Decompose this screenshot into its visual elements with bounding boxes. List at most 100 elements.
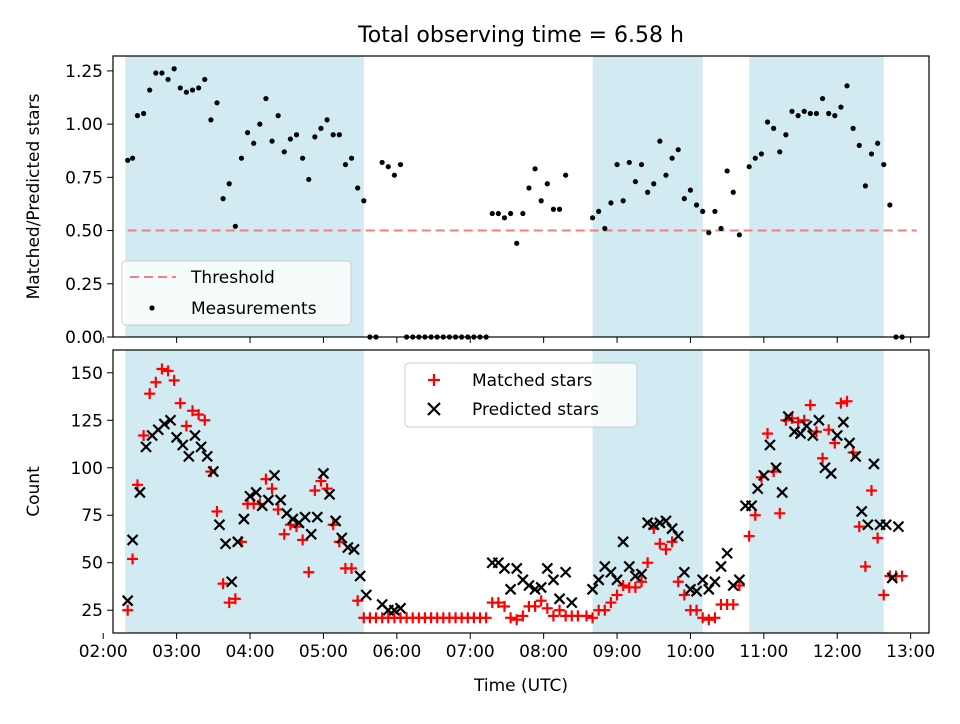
measurement-point: [177, 85, 183, 91]
predicted-star-marker: [354, 570, 366, 582]
measurement-point: [208, 117, 214, 123]
y-tick-label: 125: [71, 411, 103, 431]
measurement-point: [608, 200, 614, 206]
x-tick-label: 08:00: [519, 642, 568, 662]
predicted-star-marker: [672, 530, 684, 542]
predicted-star-marker: [782, 410, 795, 423]
measurement-point: [244, 130, 251, 136]
shaded-span: [749, 350, 884, 633]
predicted-star-marker: [547, 574, 560, 586]
legend-measurements-swatch: [149, 305, 155, 311]
legend-matched-label: Matched stars: [472, 371, 592, 391]
bottom-y-ticks: 25 50 75 100 125 150: [71, 364, 113, 621]
predicted-star-marker: [134, 486, 146, 499]
measurement-point: [813, 110, 820, 117]
legend-predicted-swatch: [427, 402, 441, 416]
legend-measurements-label: Measurements: [191, 299, 317, 319]
matched-star-marker: [823, 424, 835, 436]
predicted-star-marker: [510, 562, 523, 575]
predicted-star-marker: [498, 562, 511, 575]
measurement-point: [514, 240, 520, 246]
matched-star-marker: [180, 420, 192, 432]
predicted-star-marker: [715, 560, 727, 573]
measurement-point: [526, 185, 532, 191]
shaded-span: [592, 56, 703, 337]
predicted-star-marker: [807, 429, 819, 442]
matched-star-marker: [303, 566, 315, 578]
y-tick-label: 50: [81, 554, 103, 574]
measurement-point: [736, 232, 742, 238]
y-tick-label: 0.00: [65, 328, 103, 348]
matched-star-marker: [199, 414, 211, 426]
measurement-point: [251, 140, 257, 146]
x-axis-label: Time (UTC): [473, 676, 568, 696]
matched-star-marker: [786, 412, 798, 424]
measurement-point: [532, 166, 538, 172]
predicted-star-marker: [617, 536, 629, 548]
measurement-point: [614, 161, 620, 168]
measurement-point: [700, 208, 706, 215]
top-legend-box: [121, 260, 352, 326]
matched-star-marker: [703, 614, 715, 626]
matched-star-marker: [517, 610, 529, 622]
matched-star-marker: [691, 604, 703, 616]
matched-star-marker: [774, 507, 786, 519]
predicted-star-marker: [225, 575, 238, 588]
measurement-point: [657, 138, 663, 144]
matched-star-marker: [654, 538, 666, 550]
measurement-point: [495, 210, 501, 217]
matched-star-marker: [749, 509, 761, 521]
measurement-point: [281, 149, 287, 155]
predicted-star-marker: [238, 513, 250, 525]
measurement-point: [134, 113, 141, 119]
predicted-star-marker: [299, 511, 311, 523]
measurement-point: [508, 210, 514, 217]
matched-star-marker: [193, 409, 205, 421]
legend-predicted-label: Predicted stars: [472, 400, 599, 420]
measurement-point: [348, 155, 355, 161]
predicted-star-marker: [690, 585, 703, 597]
matched-star-marker: [743, 530, 755, 542]
predicted-star-marker: [825, 467, 837, 480]
measurement-point: [801, 108, 807, 114]
predicted-star-marker: [855, 505, 868, 518]
measurement-point: [269, 138, 275, 144]
matched-star-marker: [223, 597, 235, 609]
measurement-point: [681, 196, 687, 202]
predicted-star-marker: [287, 513, 299, 525]
matched-star-marker: [853, 521, 865, 533]
x-tick-label: 05:00: [299, 642, 348, 662]
measurement-point: [257, 121, 263, 127]
predicted-star-marker: [189, 429, 201, 442]
predicted-star-marker: [764, 439, 776, 451]
predicted-star-marker: [335, 532, 348, 544]
matched-star-marker: [554, 604, 566, 616]
predicted-star-marker: [348, 543, 360, 556]
matched-star-marker: [498, 600, 510, 612]
measurement-point: [391, 172, 397, 178]
predicted-star-marker: [745, 499, 758, 512]
predicted-star-marker: [559, 566, 572, 578]
predicted-star-marker: [880, 518, 892, 531]
matched-star-marker: [309, 485, 321, 497]
measurement-point: [232, 223, 238, 229]
matched-star-marker: [547, 610, 559, 622]
x-tick-label: 07:00: [446, 642, 495, 662]
matched-star-marker: [156, 363, 168, 375]
y-tick-label: 1.00: [65, 115, 103, 135]
y-tick-label: 150: [71, 364, 103, 384]
matched-star-marker: [642, 557, 654, 569]
measurement-point: [712, 208, 718, 215]
measurement-point: [324, 117, 330, 123]
matched-star-marker: [505, 612, 517, 624]
matched-star-marker: [817, 452, 829, 464]
matched-star-marker: [217, 578, 229, 590]
measurement-point: [318, 125, 324, 131]
predicted-star-marker: [268, 469, 281, 482]
measurement-point: [385, 164, 391, 170]
bottom-axes: 25 50 75 100 125 150 02:00 03:00 04:00 05:00 06:0…: [24, 349, 935, 696]
matched-star-marker: [174, 397, 186, 409]
top-y-ticks: 0.00 0.25 0.50 0.75 1.00 1.25: [65, 62, 113, 348]
predicted-star-marker: [709, 575, 721, 588]
measurement-point: [361, 198, 367, 204]
